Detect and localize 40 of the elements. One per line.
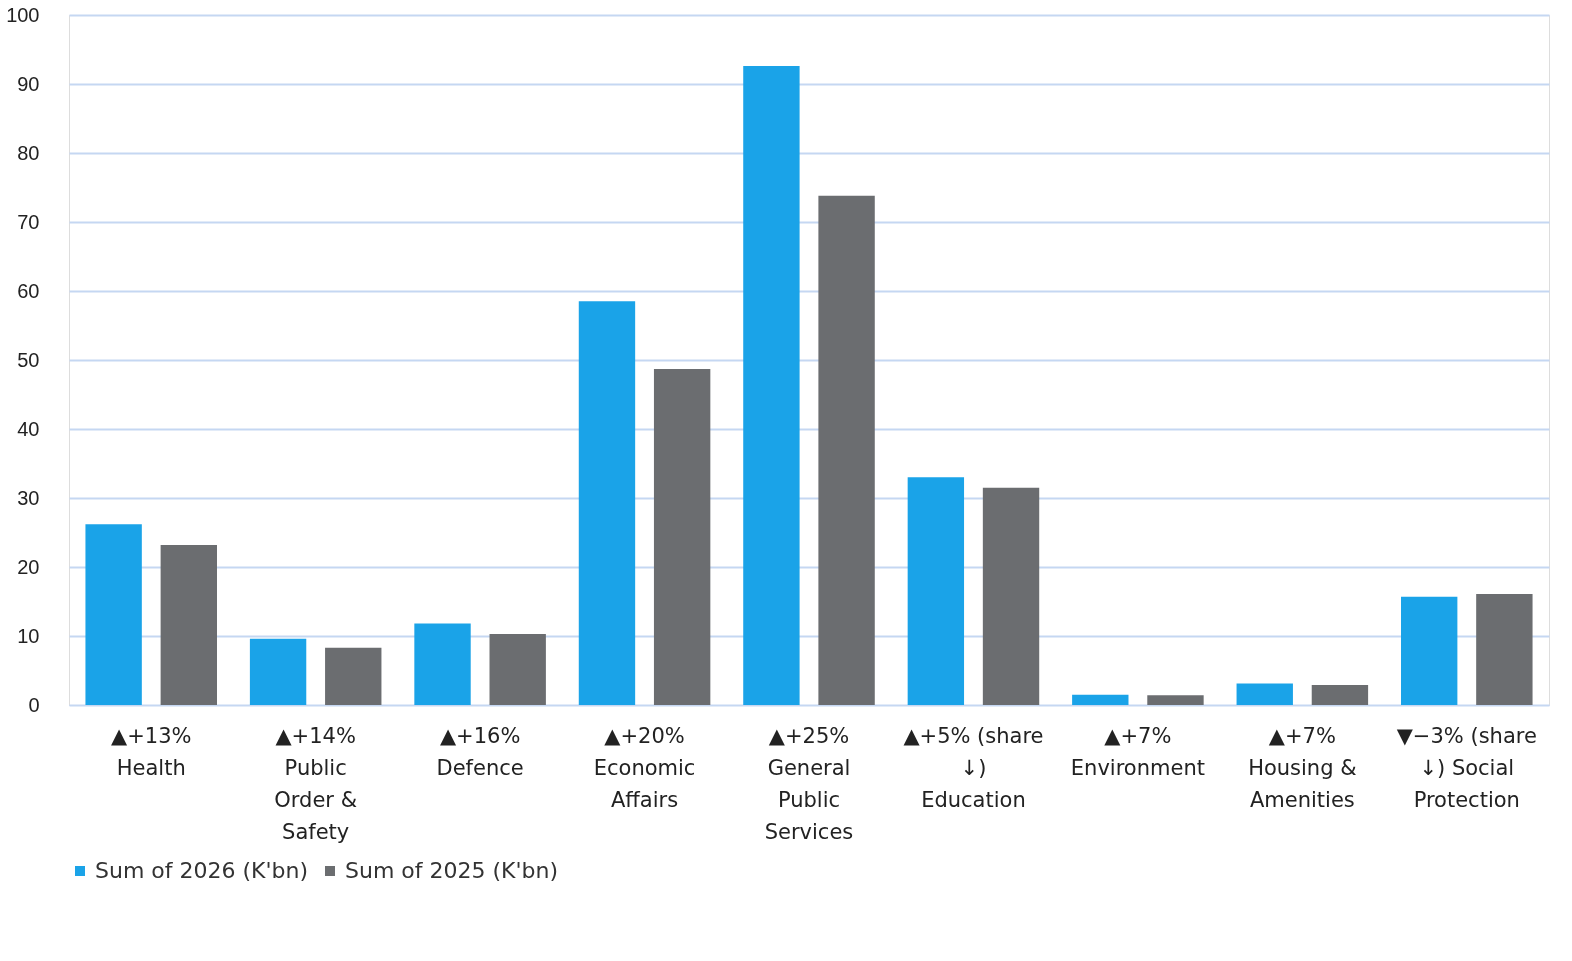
y-tick-label: 40 [17, 417, 40, 440]
bar [1401, 596, 1458, 705]
x-tick-label: ▲+14% Public Order & Safety [274, 723, 358, 844]
y-tick-label: 0 [28, 693, 40, 716]
x-tick-label: ▲+7% Environment [1070, 723, 1205, 780]
bar [160, 544, 217, 705]
x-tick-label: ▼−3% (share ↓) Social Protection [1396, 723, 1537, 812]
x-tick-label: ▲+13% Health [111, 723, 192, 780]
y-tick-label: 10 [17, 624, 40, 647]
x-tick-label: ▲+5% (share ↓) Education [903, 723, 1044, 812]
legend-label: Sum of 2025 (K'bn) [345, 858, 559, 883]
bar [1236, 683, 1293, 705]
y-tick-label: 90 [17, 72, 40, 95]
bar [325, 647, 382, 705]
bar [743, 66, 800, 705]
y-tick-label: 80 [17, 141, 40, 164]
bar [1147, 695, 1204, 705]
y-tick-label: 20 [17, 555, 40, 578]
y-tick-label: 30 [17, 486, 40, 509]
y-tick-label: 50 [17, 348, 40, 371]
bar [1476, 593, 1533, 705]
legend-label: Sum of 2026 (K'bn) [95, 858, 309, 883]
bar [653, 368, 711, 705]
bar [85, 524, 142, 705]
x-tick-label: ▲+16% Defence [436, 723, 524, 780]
bar [1072, 694, 1129, 705]
x-tick-label: ▲+20% Economic Affairs [593, 723, 696, 812]
bar [818, 195, 875, 705]
x-tick-label: ▲+7% Housing & Amenities [1248, 723, 1357, 812]
bar [489, 633, 546, 705]
x-tick-label: ▲+25% General Public Services [764, 723, 854, 844]
y-tick-label: 70 [17, 210, 40, 233]
bar [982, 487, 1040, 705]
bar [249, 638, 307, 705]
y-tick-label: 100 [6, 3, 40, 26]
y-tick-label: 60 [17, 279, 40, 302]
bar [907, 477, 965, 705]
bar [578, 301, 636, 705]
bar [414, 623, 471, 705]
bar [1311, 684, 1369, 705]
